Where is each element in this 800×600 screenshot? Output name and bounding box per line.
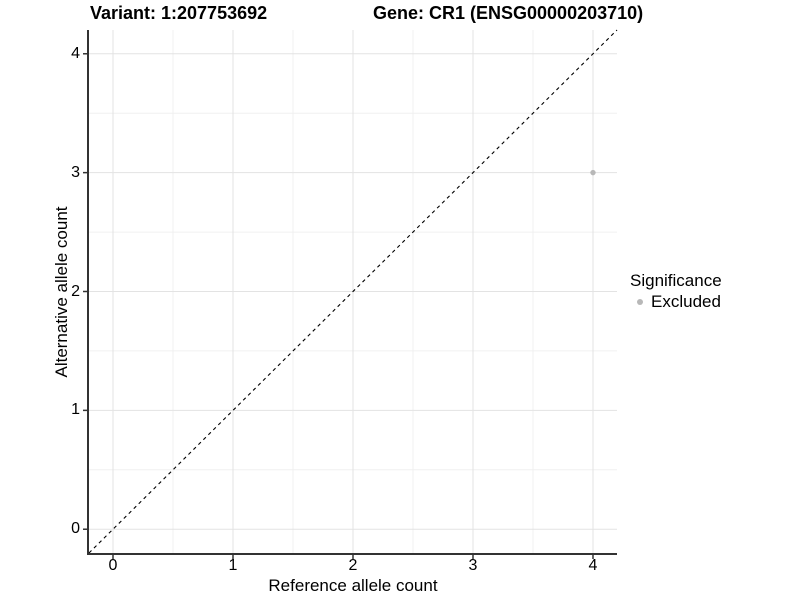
legend-entry-excluded: Excluded — [630, 292, 722, 312]
plot-title-variant: Variant: 1:207753692 — [90, 3, 268, 23]
y-axis-title: Alternative allele count — [52, 206, 71, 378]
legend-entry-label: Excluded — [651, 292, 721, 311]
plot-title-gene: Gene: CR1 (ENSG00000203710) — [373, 3, 644, 23]
legend: Significance Excluded — [630, 271, 722, 312]
identity-dashed-line — [88, 29, 618, 554]
legend-point-icon — [637, 299, 643, 305]
x-axis-title: Reference allele count — [268, 576, 438, 595]
legend-title: Significance — [630, 271, 722, 290]
data-point — [590, 169, 596, 176]
